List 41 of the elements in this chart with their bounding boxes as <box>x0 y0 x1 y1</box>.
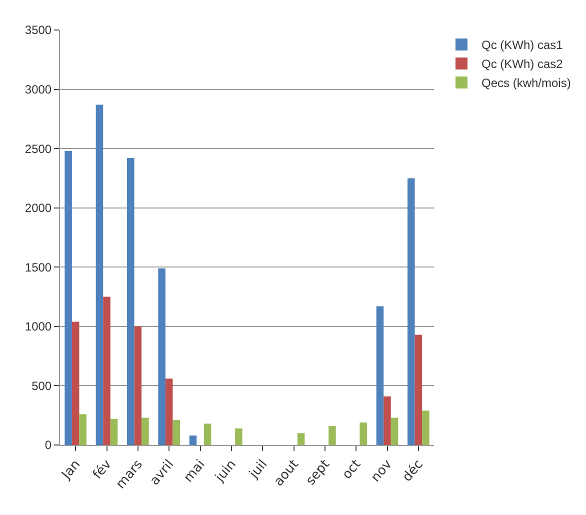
legend-label: Qecs (kwh/mois) <box>481 76 571 90</box>
bar <box>408 178 415 445</box>
y-tick-label: 500 <box>32 378 52 393</box>
bar <box>390 418 398 445</box>
bar <box>297 433 305 445</box>
y-tick-label: 3500 <box>24 23 52 38</box>
bar <box>96 104 104 445</box>
bar <box>134 326 142 445</box>
bar <box>414 334 422 445</box>
x-tick-label: fév <box>90 456 115 482</box>
bar <box>72 322 80 445</box>
y-tick-label: 1500 <box>24 260 52 274</box>
y-tick-label: 3000 <box>24 82 52 96</box>
y-tick-label: 2000 <box>24 201 52 216</box>
x-tick-label: déc <box>400 457 426 485</box>
bar <box>189 436 197 445</box>
x-tick-label: Jan <box>58 457 84 483</box>
bar <box>110 418 118 445</box>
legend-label: Qc (KWh) cas1 <box>481 38 564 52</box>
x-tick-label: nov <box>368 456 396 486</box>
bar <box>172 420 180 445</box>
x-tick-label: oct <box>340 457 364 482</box>
x-tick-label: juil <box>246 457 271 482</box>
bar <box>158 268 166 445</box>
bar <box>142 418 149 445</box>
y-tick-label: 1000 <box>24 320 52 334</box>
y-tick-label: 0 <box>44 438 52 452</box>
y-tick-label: 2500 <box>24 142 52 156</box>
bar <box>235 428 242 445</box>
bar <box>127 158 134 445</box>
bar <box>103 296 110 445</box>
bar <box>328 426 336 445</box>
bar <box>165 378 173 445</box>
bar <box>384 396 391 445</box>
bar <box>64 150 72 445</box>
bar <box>376 306 384 445</box>
legend-label: Qc (KWh) cas2 <box>481 57 564 72</box>
bar <box>204 424 212 445</box>
bar <box>79 414 86 445</box>
bar <box>360 422 367 445</box>
bar <box>422 410 430 445</box>
